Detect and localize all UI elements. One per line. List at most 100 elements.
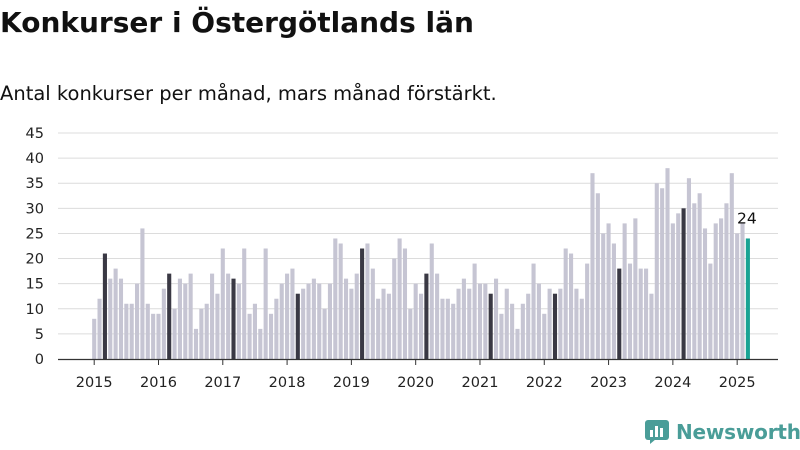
bar — [638, 268, 643, 359]
x-tick-label: 2020 — [397, 375, 434, 391]
x-tick-label: 2024 — [654, 375, 691, 391]
bar — [124, 303, 129, 359]
bar — [488, 293, 493, 359]
bar — [317, 283, 322, 359]
bar — [279, 283, 284, 359]
bar — [547, 288, 552, 359]
bar — [140, 228, 145, 359]
bar — [590, 173, 595, 359]
bar — [552, 293, 558, 359]
bar — [354, 273, 359, 359]
bar — [686, 178, 691, 359]
y-tick-label: 10 — [26, 302, 44, 318]
bar — [569, 253, 574, 359]
x-tick-label: 2019 — [333, 375, 370, 391]
bar — [735, 233, 740, 359]
bar — [708, 263, 713, 359]
bar — [258, 328, 263, 359]
x-tick-label: 2016 — [140, 375, 177, 391]
bar — [494, 278, 499, 359]
bar — [574, 288, 579, 359]
bar — [408, 308, 413, 359]
bar — [445, 298, 450, 359]
bar — [226, 273, 231, 359]
y-tick-label: 30 — [26, 201, 44, 217]
bar — [167, 273, 172, 359]
bar — [365, 243, 370, 359]
bar — [413, 283, 418, 359]
bar — [418, 293, 424, 359]
bar — [477, 283, 483, 359]
bar — [274, 298, 279, 359]
bar — [397, 238, 402, 359]
x-tick-label: 2021 — [462, 375, 499, 391]
bar — [177, 278, 182, 359]
bar — [92, 318, 97, 359]
bar — [563, 248, 568, 359]
bar — [499, 313, 504, 359]
bar — [220, 248, 225, 359]
bar — [595, 193, 600, 359]
bar — [526, 293, 531, 359]
x-axis-ticks: 2015 2016 2017 2018 2019 2020 2021 2022 2023 2024… — [76, 359, 756, 391]
bar — [504, 288, 509, 359]
y-tick-label: 45 — [26, 126, 44, 142]
bar — [531, 263, 536, 359]
bar — [724, 203, 729, 359]
bar — [102, 253, 107, 359]
y-tick-label: 15 — [26, 277, 44, 293]
bar — [617, 268, 622, 359]
bar — [247, 313, 252, 359]
bar — [729, 173, 734, 359]
bar — [311, 278, 316, 359]
bar — [285, 273, 290, 359]
brand-name: Newsworthy — [676, 420, 800, 444]
bar — [713, 223, 718, 359]
bar — [242, 248, 247, 359]
bar — [392, 258, 397, 359]
bar — [161, 288, 166, 359]
chart-subtitle: Antal konkurser per månad, mars månad fö… — [0, 82, 497, 105]
bar — [702, 228, 708, 359]
y-tick-label: 5 — [35, 327, 44, 343]
bar — [252, 303, 257, 359]
bar — [676, 213, 681, 359]
x-tick-label: 2017 — [204, 375, 241, 391]
y-tick-label: 25 — [26, 226, 44, 242]
bar — [236, 283, 241, 359]
bar — [333, 238, 338, 359]
bar — [343, 278, 349, 359]
newsworthy-logo-icon — [645, 420, 669, 444]
bar — [322, 308, 327, 359]
bar — [199, 308, 204, 359]
bar — [665, 168, 670, 359]
bar — [424, 273, 429, 359]
bar — [215, 293, 220, 359]
bar — [268, 313, 274, 359]
x-tick-label: 2023 — [590, 375, 627, 391]
bar — [660, 188, 665, 359]
bar — [670, 223, 675, 359]
newsworthy-logo: Newsworthy — [644, 419, 800, 445]
bar — [515, 328, 520, 359]
bar — [327, 283, 332, 359]
bar — [349, 288, 354, 359]
bar — [290, 268, 295, 359]
bar — [156, 313, 161, 359]
bar — [585, 263, 590, 359]
bar — [644, 268, 649, 359]
bar — [183, 283, 188, 359]
chart-title: Konkurser i Östergötlands län — [0, 6, 474, 39]
bar — [145, 303, 150, 359]
bar — [654, 183, 659, 359]
bar — [558, 288, 563, 359]
bar — [118, 278, 124, 359]
bar — [172, 308, 177, 359]
grid-lines — [58, 132, 778, 335]
bar — [370, 268, 375, 359]
x-tick-label: 2018 — [269, 375, 306, 391]
x-tick-label: 2015 — [76, 375, 113, 391]
bar — [456, 288, 461, 359]
y-tick-label: 0 — [35, 352, 44, 368]
bar — [376, 298, 381, 359]
